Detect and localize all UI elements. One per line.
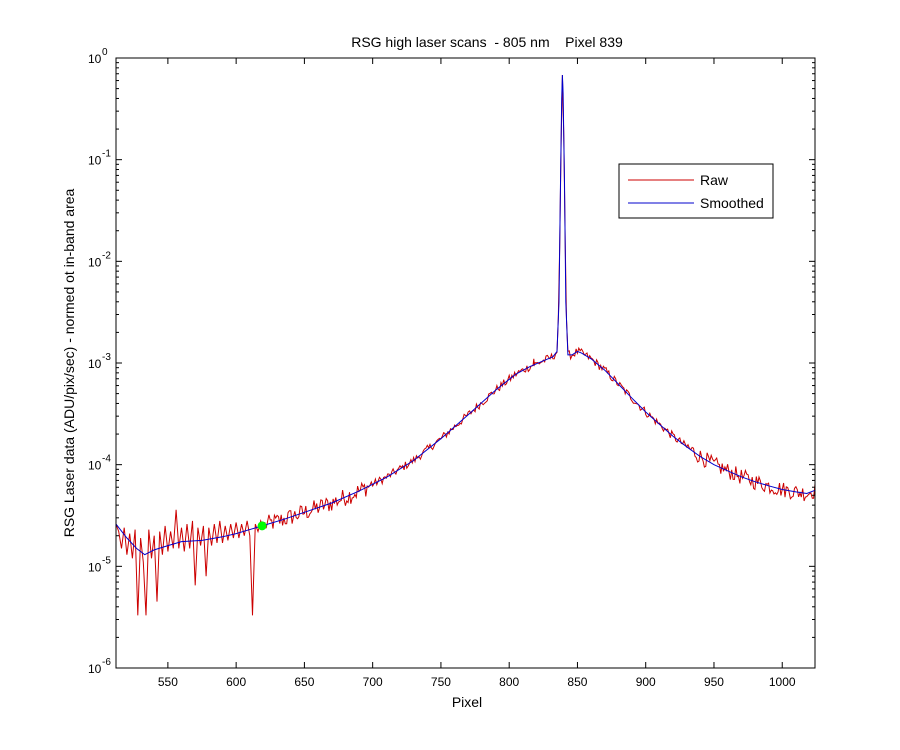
y-tick-label: 10 (88, 560, 102, 574)
x-tick-label: 600 (226, 675, 246, 689)
y-axis-label: RSG Laser data (ADU/pix/sec) - normed ot… (61, 188, 77, 537)
x-tick-label: 900 (636, 675, 656, 689)
legend-raw-label: Raw (700, 172, 729, 188)
y-tick-exponent: -5 (102, 555, 111, 566)
x-tick-label: 850 (567, 675, 587, 689)
marker-point (257, 521, 267, 531)
y-tick-label: 10 (88, 459, 102, 473)
y-tick-exponent: -2 (102, 250, 111, 261)
raw-series (115, 74, 816, 616)
y-tick-exponent: 0 (102, 47, 108, 58)
legend-smoothed-label: Smoothed (700, 195, 764, 211)
x-tick-label: 550 (158, 675, 178, 689)
y-tick-exponent: -1 (102, 149, 111, 160)
y-tick-label: 10 (88, 662, 102, 676)
y-tick-label: 10 (88, 255, 102, 269)
smoothed-series-line (115, 74, 816, 556)
y-tick-label: 10 (88, 154, 102, 168)
y-tick-exponent: -4 (102, 454, 111, 465)
legend-box (618, 163, 774, 219)
x-tick-label: 700 (363, 675, 383, 689)
raw-series-line (115, 74, 816, 616)
x-tick-label: 950 (704, 675, 724, 689)
y-tick-exponent: -6 (102, 657, 111, 668)
x-tick-label: 750 (431, 675, 451, 689)
x-axis: 550 600 650 700 750 800 850 900 950 1000 (158, 58, 796, 689)
x-tick-label: 1000 (769, 675, 796, 689)
legend: Raw Smoothed (618, 163, 774, 219)
y-tick-label: 10 (88, 357, 102, 371)
plot-area (116, 58, 815, 668)
x-tick-label: 800 (499, 675, 519, 689)
x-tick-label: 650 (294, 675, 314, 689)
y-tick-exponent: -3 (102, 352, 111, 363)
smoothed-series (115, 74, 816, 556)
x-axis-label: Pixel (452, 694, 482, 710)
chart-title: RSG high laser scans - 805 nm Pixel 839 (351, 34, 623, 50)
marker-layer (257, 521, 267, 531)
y-tick-label: 10 (88, 52, 102, 66)
